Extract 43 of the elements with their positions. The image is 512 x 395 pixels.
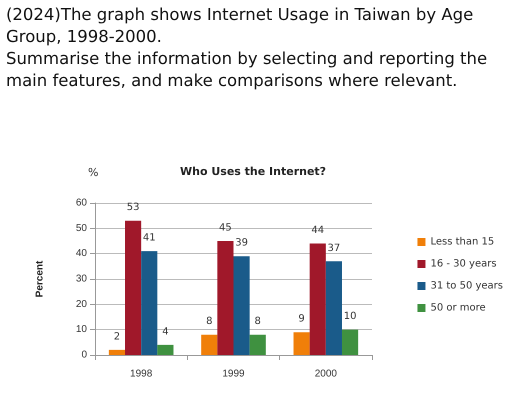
bar [326, 261, 342, 355]
bar [141, 251, 158, 355]
data-label: 45 [219, 222, 232, 234]
legend-label: 31 to 50 years [430, 280, 504, 292]
x-tick-label: 1999 [222, 368, 246, 380]
x-tick-label: 1998 [130, 368, 153, 380]
bar [157, 344, 174, 355]
data-label: 41 [142, 232, 156, 244]
x-tick-label: 2000 [314, 368, 338, 380]
y-tick-label: 60 [76, 198, 88, 208]
y-tick-label: 10 [76, 324, 88, 336]
bar [250, 334, 266, 355]
y-tick-label: 30 [76, 274, 88, 284]
y-tick-label: 40 [76, 248, 88, 260]
data-label: 8 [206, 316, 212, 328]
y-tick-label: 20 [76, 298, 88, 310]
text: (2024)The graph shows Internet Usage in Taiwan by Age Group, 1998-2000. [6, 4, 474, 48]
chart-title: Who Uses the Internet? [180, 165, 326, 178]
y-tick-label: 0 [81, 350, 88, 360]
bar [217, 241, 234, 355]
bar [310, 244, 326, 355]
legend-label: 16 - 30 years [430, 258, 497, 270]
bar [125, 220, 142, 355]
data-label: 4 [162, 326, 169, 338]
data-label: 10 [344, 311, 356, 322]
bar [342, 330, 358, 355]
legend-label: Less than 15 [430, 236, 494, 248]
data-label: 9 [298, 314, 305, 325]
text: Summarise the information by selecting and reporting the main features, and make comparisons where relevant. [6, 48, 488, 92]
y-tick-label: 50 [76, 222, 88, 234]
data-label: 44 [311, 225, 324, 236]
data-label: 39 [235, 238, 248, 249]
bar [108, 350, 126, 355]
data-label: 2 [114, 331, 120, 342]
data-label: 37 [328, 242, 340, 254]
data-label: 53 [126, 202, 140, 214]
y-axis-title: Percent [34, 260, 46, 298]
bar [201, 334, 218, 355]
text: % [88, 166, 98, 179]
bar [234, 256, 250, 355]
bar [294, 332, 310, 355]
data-label: 8 [254, 316, 261, 328]
legend-label: 50 or more [430, 302, 486, 314]
